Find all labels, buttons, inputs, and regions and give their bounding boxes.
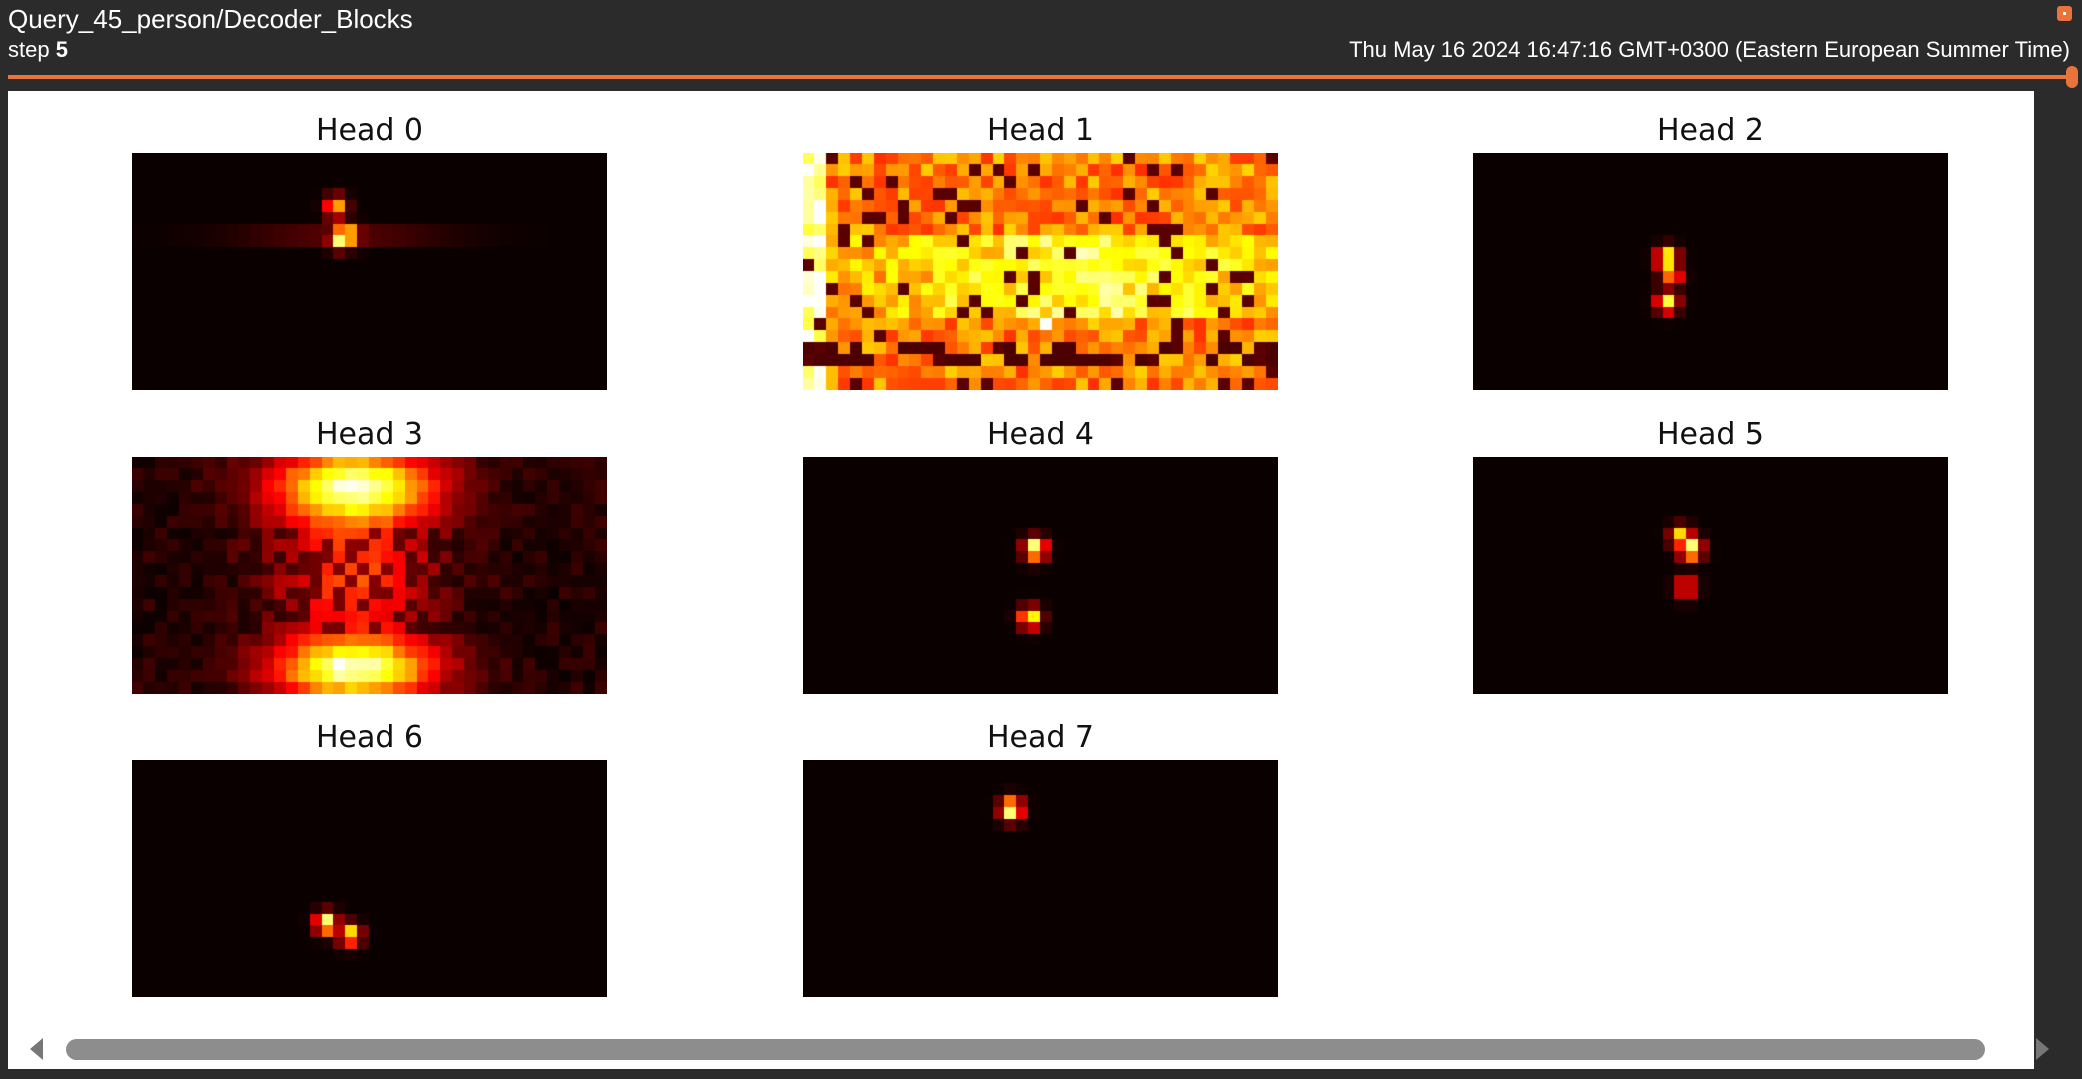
head-title: Head 2 xyxy=(1656,113,1765,148)
attention-heatmap xyxy=(1473,457,1948,694)
step-label: step xyxy=(8,37,50,62)
horizontal-scrollbar-thumb[interactable] xyxy=(66,1039,1985,1060)
step-indicator: step 5 xyxy=(8,37,68,63)
attention-heatmap xyxy=(803,760,1278,997)
head-title: Head 6 xyxy=(315,720,424,755)
head-title: Head 7 xyxy=(986,720,1095,755)
head-title: Head 3 xyxy=(315,417,424,452)
head-title: Head 0 xyxy=(315,113,424,148)
attention-heatmap xyxy=(132,760,607,997)
run-header: Query_45_person/Decoder_Blocks step 5 Th… xyxy=(0,0,2082,88)
attention-heatmap xyxy=(803,153,1278,390)
step-value: 5 xyxy=(55,37,68,62)
head-title: Head 5 xyxy=(1656,417,1765,452)
chevron-right-icon[interactable] xyxy=(2036,1038,2049,1060)
attention-heatmap xyxy=(803,457,1278,694)
attention-heatmap xyxy=(132,457,607,694)
chevron-left-icon[interactable] xyxy=(30,1038,43,1060)
pin-icon[interactable] xyxy=(2057,6,2072,21)
run-title: Query_45_person/Decoder_Blocks xyxy=(8,4,413,34)
step-slider[interactable] xyxy=(8,66,2078,88)
attention-heatmap xyxy=(1473,153,1948,390)
step-slider-thumb[interactable] xyxy=(2066,66,2078,88)
head-title: Head 4 xyxy=(986,417,1095,452)
attention-heatmap xyxy=(132,153,607,390)
head-title: Head 1 xyxy=(986,113,1095,148)
timestamp: Thu May 16 2024 16:47:16 GMT+0300 (Easte… xyxy=(1349,37,2070,62)
